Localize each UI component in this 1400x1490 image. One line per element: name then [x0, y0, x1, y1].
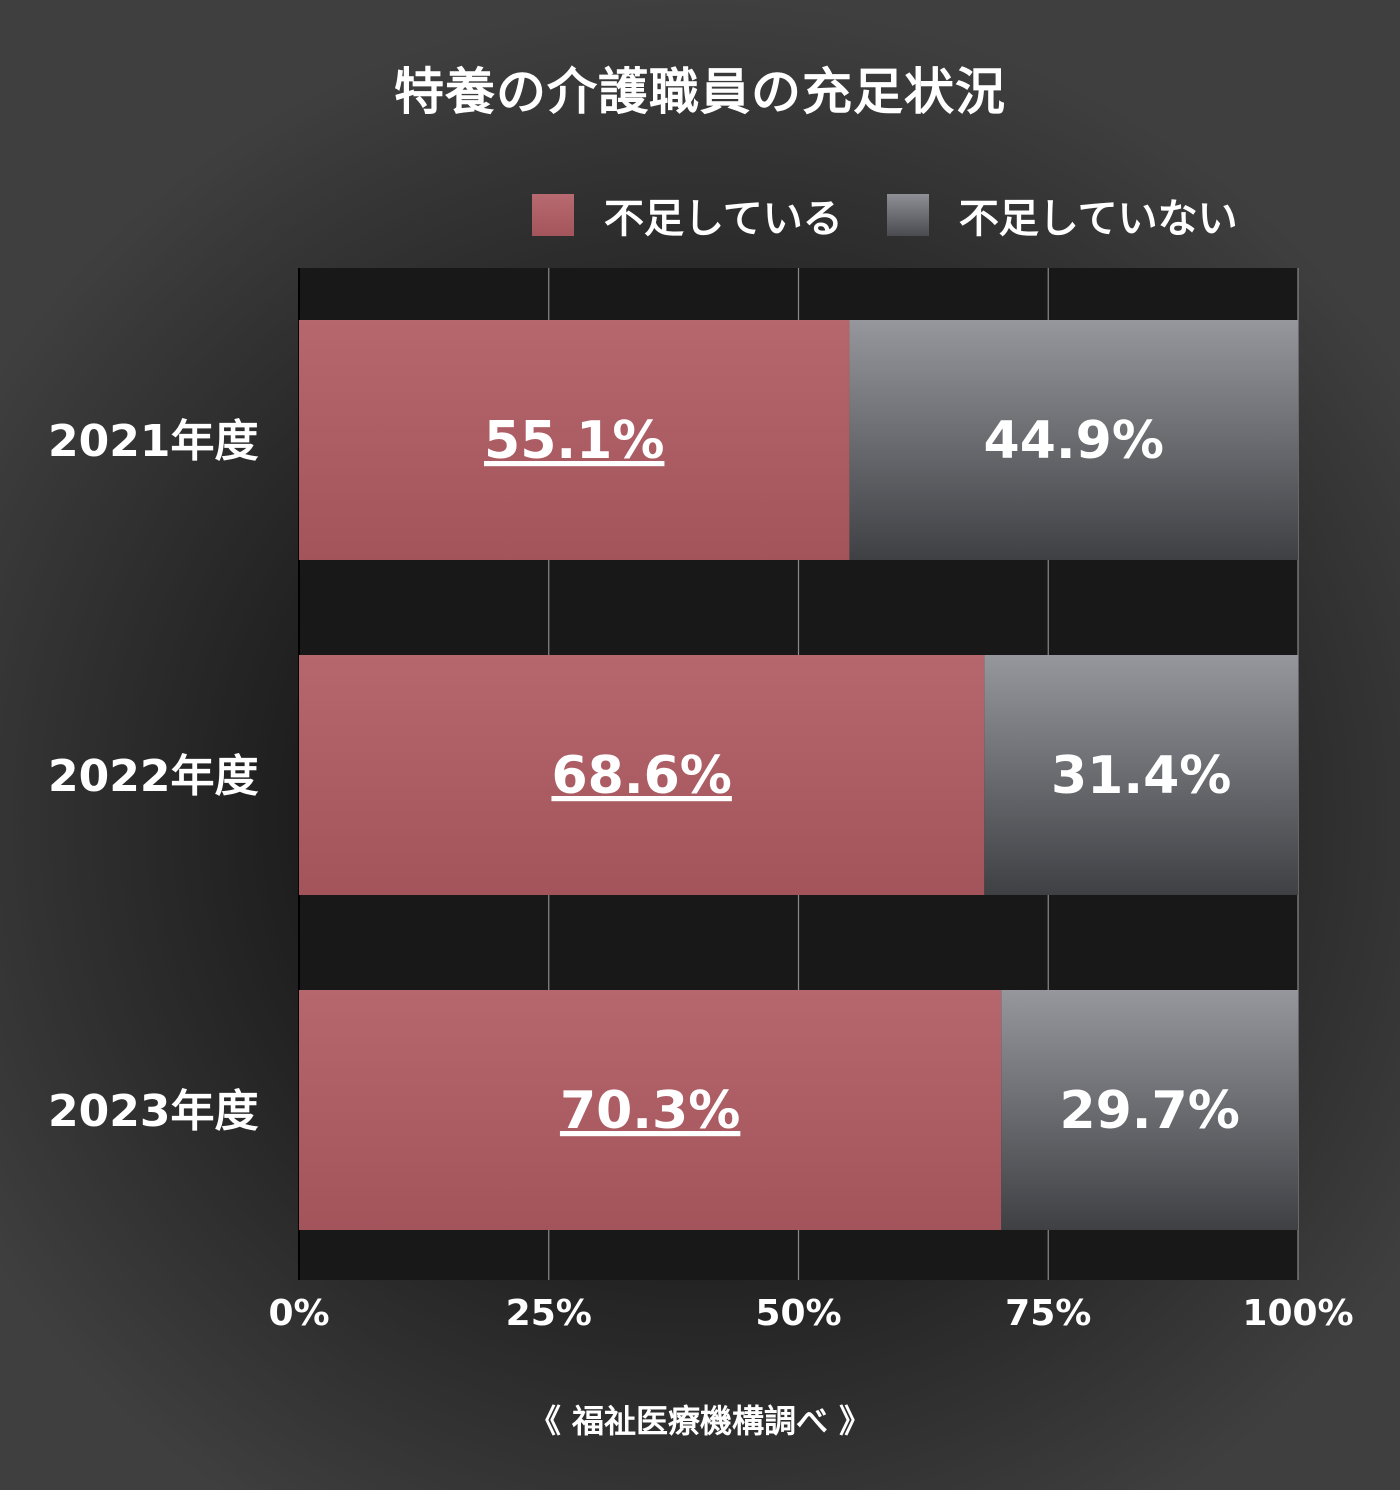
legend: 不足している 不足していない — [532, 186, 1282, 244]
bar-no-shortage — [849, 320, 1298, 560]
source-note: 《 福祉医療機構調べ 》 — [528, 1402, 872, 1440]
bar-shortage — [299, 320, 850, 560]
category-label: 2022年度 — [48, 751, 258, 802]
legend-label-no-shortage: 不足していない — [958, 196, 1238, 242]
category-label: 2023年度 — [48, 1086, 258, 1137]
bar-shortage — [299, 655, 985, 895]
data-label: 31.4% — [1051, 746, 1231, 806]
x-tick-label: 0% — [268, 1293, 329, 1334]
x-tick-label: 75% — [1005, 1293, 1091, 1334]
legend-swatch-no-shortage — [886, 194, 929, 236]
axes: 0% 25% 50% 75% 100% 2021年度 2022年度 2023年度 — [48, 416, 1354, 1334]
stacked-bar-chart: 55.1% 44.9% 68.6% 31.4% 70.3% 29.7% 0% 25% 50% 7… — [48, 268, 1354, 1334]
bar-no-shortage — [984, 655, 1298, 895]
bar-shortage — [299, 990, 1002, 1230]
x-tick-label: 50% — [755, 1293, 841, 1334]
data-label: 55.1% — [484, 411, 664, 471]
data-label: 44.9% — [984, 411, 1164, 471]
bar-no-shortage — [1001, 990, 1298, 1230]
data-label: 68.6% — [551, 746, 731, 806]
x-tick-label: 100% — [1242, 1293, 1353, 1334]
legend-item-shortage: 不足している — [532, 186, 843, 244]
data-label: 70.3% — [560, 1081, 740, 1141]
category-label: 2021年度 — [48, 416, 258, 467]
legend-label-shortage: 不足している — [604, 196, 843, 242]
chart-title: 特養の介護職員の充足状況 — [394, 63, 1006, 121]
bars — [299, 320, 1298, 1230]
data-label: 29.7% — [1059, 1081, 1239, 1141]
x-tick-label: 25% — [506, 1293, 592, 1334]
data-labels: 55.1% 44.9% 68.6% 31.4% 70.3% 29.7% — [484, 411, 1240, 1141]
legend-item-no-shortage: 不足していない — [886, 186, 1238, 244]
legend-swatch-shortage — [532, 194, 574, 236]
